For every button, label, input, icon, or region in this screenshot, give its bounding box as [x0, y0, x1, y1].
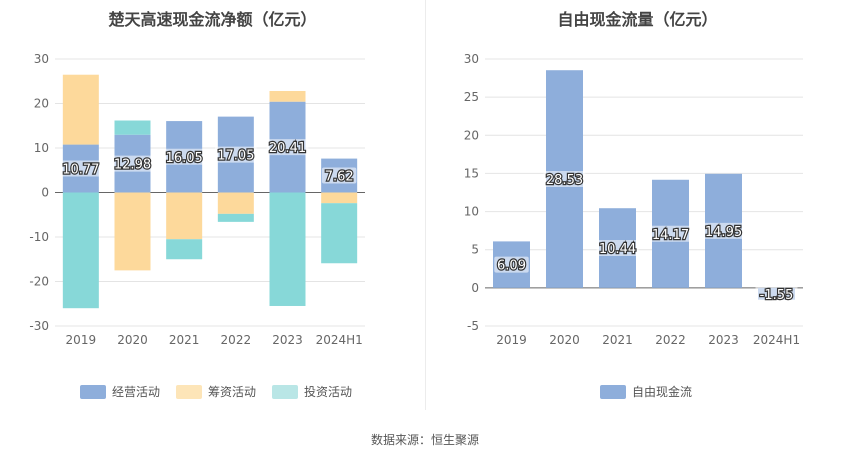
fcf-y-tick-label: -5: [467, 319, 479, 333]
legend-item-investing[interactable]: 投资活动: [272, 383, 352, 400]
legend-item-operating[interactable]: 经营活动: [80, 383, 160, 400]
cf-data-label-bg: [266, 139, 309, 156]
cf-bar-2-2020: [114, 192, 151, 271]
fcf-y-tick-label: 15: [464, 166, 479, 180]
legend-item-financing[interactable]: 筹资活动: [176, 383, 256, 400]
legend-label-investing: 投资活动: [304, 385, 353, 399]
cf-bar-2-2022: [217, 192, 254, 214]
cf-x-tick-label: 2023: [272, 333, 303, 347]
cf-data-label: 10.77: [62, 163, 99, 178]
cf-bar-2-2024H1: [321, 192, 358, 204]
fcf-data-label-bg: [702, 222, 745, 239]
fcf-data-label: 10.44: [599, 242, 636, 257]
free-cash-flow-chart: 30 25 20 15 10 5 0 -5 2019 6.09 2020 28.53 2021 10.44…: [464, 52, 803, 347]
fcf-y-tick-label: 25: [464, 90, 479, 104]
cf-bar-2-2023: [269, 90, 306, 102]
fcf-y-tick-label: 5: [471, 243, 479, 257]
legend-swatch-operating: [80, 384, 106, 399]
cf-data-label-bg: [111, 155, 154, 172]
fcf-x-tick-label: 2024H1: [753, 333, 800, 347]
cf-data-label-bg: [59, 160, 102, 177]
fcf-data-label: 28.53: [546, 173, 583, 188]
cf-data-label: 7.62: [325, 170, 354, 185]
fcf-data-label: -1.55: [760, 288, 794, 303]
cf-bar-3-2019: [62, 192, 99, 309]
cf-y-tick-label: 20: [34, 97, 49, 111]
cf-x-tick-label: 2021: [169, 333, 200, 347]
fcf-x-tick-label: 2020: [549, 333, 580, 347]
data-source-note: 数据来源：恒生聚源: [370, 433, 479, 447]
fcf-data-label-bg: [755, 285, 798, 302]
fcf-x-tick-label: 2019: [496, 333, 527, 347]
fcf-data-label-bg: [494, 256, 529, 273]
fcf-data-label: 14.17: [652, 228, 689, 243]
legend-swatch-free-cash-flow: [600, 384, 626, 399]
cf-x-tick-label: 2019: [66, 333, 97, 347]
cf-bar-3-2022: [217, 213, 254, 222]
cf-x-tick-label: 2020: [117, 333, 148, 347]
legend-swatch-financing: [176, 384, 203, 399]
cf-data-label-bg: [321, 167, 357, 184]
fcf-y-tick-label: 0: [471, 281, 479, 295]
cf-y-tick-label: -30: [29, 319, 49, 333]
fcf-data-label-bg: [649, 225, 692, 242]
cf-data-label: 20.41: [269, 141, 306, 156]
legend-label-financing: 筹资活动: [208, 385, 257, 399]
fcf-x-tick-label: 2021: [602, 333, 633, 347]
cf-bar-3-2020: [114, 120, 151, 135]
panel-divider: [425, 0, 426, 410]
right-legend: 自由现金流: [600, 383, 708, 400]
cf-y-tick-label: 10: [34, 141, 49, 155]
cf-x-tick-label: 2024H1: [316, 333, 363, 347]
cf-data-label: 16.05: [166, 151, 203, 166]
legend-item-free-cash-flow[interactable]: 自由现金流: [600, 383, 692, 400]
cf-x-tick-label: 2022: [221, 333, 252, 347]
cf-data-label: 17.05: [217, 149, 254, 164]
cf-y-tick-label: -10: [29, 230, 49, 244]
cf-data-label-bg: [214, 146, 257, 163]
right-chart-title: 自由现金流量（亿元）: [557, 10, 718, 29]
fcf-x-tick-label: 2022: [655, 333, 686, 347]
cash-flow-net-chart: 30 20 10 0 -10 -20 -30 2019 10.77 2020 12.98 2021 16…: [29, 52, 365, 347]
cf-y-tick-label: 30: [34, 52, 49, 66]
fcf-y-tick-label: 30: [464, 52, 479, 66]
cf-y-tick-label: 0: [41, 186, 49, 200]
legend-label-operating: 经营活动: [112, 385, 161, 399]
cf-bar-3-2024H1: [321, 203, 358, 264]
legend-label-free-cash-flow: 自由现金流: [632, 385, 693, 399]
fcf-data-label: 6.09: [497, 259, 526, 274]
fcf-data-label-bg: [543, 171, 586, 188]
left-legend: 经营活动 筹资活动 投资活动: [80, 383, 368, 400]
fcf-data-label: 14.95: [705, 225, 742, 240]
legend-swatch-investing: [272, 384, 299, 399]
cf-bar-3-2023: [269, 192, 306, 306]
cf-bar-3-2021: [166, 239, 203, 260]
cf-bar-2-2021: [166, 192, 203, 240]
cf-y-tick-label: -20: [29, 275, 49, 289]
cf-data-label-bg: [163, 148, 206, 165]
fcf-x-tick-label: 2023: [708, 333, 739, 347]
fcf-y-tick-label: 20: [464, 128, 479, 142]
left-chart-title: 楚天高速现金流净额（亿元）: [108, 10, 317, 29]
cf-bar-2-2019: [62, 74, 99, 145]
fcf-y-tick-label: 10: [464, 205, 479, 219]
cf-data-label: 12.98: [114, 158, 151, 173]
fcf-data-label-bg: [596, 240, 639, 257]
